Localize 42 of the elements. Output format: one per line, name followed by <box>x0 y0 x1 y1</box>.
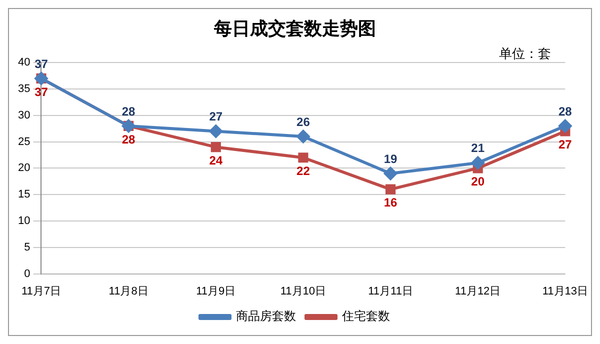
x-tick-label: 11月8日 <box>108 285 148 298</box>
legend-label: 商品房套数 <box>236 309 296 324</box>
y-tick-label: 40 <box>18 56 30 69</box>
data-label: 27 <box>558 138 572 152</box>
data-label: 28 <box>122 132 136 146</box>
chart-title: 每日成交套数走势图 <box>213 18 376 40</box>
point <box>296 130 310 144</box>
x-tick-label: 11月7日 <box>21 285 62 298</box>
x-tick-label: 11月13日 <box>542 285 588 298</box>
point <box>209 124 222 138</box>
x-tick-label: 11月9日 <box>196 285 236 298</box>
data-label: 22 <box>296 164 310 178</box>
point <box>210 142 221 152</box>
data-label: 37 <box>34 56 48 71</box>
data-label: 16 <box>384 196 398 210</box>
data-label: 24 <box>209 153 223 168</box>
point <box>385 184 396 194</box>
x-tick-label: 11月10日 <box>280 285 326 298</box>
y-tick-label: 15 <box>18 188 30 201</box>
x-tick-label: 11月11日 <box>368 285 413 298</box>
y-tick-label: 25 <box>18 136 30 148</box>
point <box>558 119 572 132</box>
data-label: 28 <box>122 104 136 118</box>
point <box>384 166 398 180</box>
y-tick-label: 5 <box>24 241 30 254</box>
data-label: 27 <box>209 110 223 124</box>
y-tick-label: 10 <box>18 215 30 228</box>
y-tick-label: 35 <box>18 83 30 96</box>
text: 单位：套 <box>499 46 551 63</box>
y-tick-label: 20 <box>18 162 30 174</box>
x-tick-label: 11月12日 <box>455 285 501 298</box>
data-label: 37 <box>34 84 48 99</box>
point <box>471 156 484 170</box>
y-tick-label: 30 <box>18 109 30 122</box>
point <box>298 152 308 163</box>
legend-label: 住宅套数 <box>341 309 390 324</box>
data-label: 20 <box>471 174 485 189</box>
data-label: 19 <box>384 152 398 166</box>
data-label: 26 <box>296 114 310 129</box>
data-label: 21 <box>471 141 485 156</box>
data-label: 28 <box>558 104 572 118</box>
y-tick-label: 0 <box>24 268 30 280</box>
